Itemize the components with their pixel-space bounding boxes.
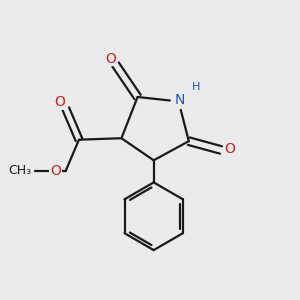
Text: H: H xyxy=(192,82,200,92)
Text: O: O xyxy=(224,142,235,155)
Text: CH₃: CH₃ xyxy=(8,164,32,177)
Text: O: O xyxy=(54,95,65,109)
Text: N: N xyxy=(175,93,185,107)
Text: O: O xyxy=(105,52,116,66)
Text: O: O xyxy=(50,164,61,178)
